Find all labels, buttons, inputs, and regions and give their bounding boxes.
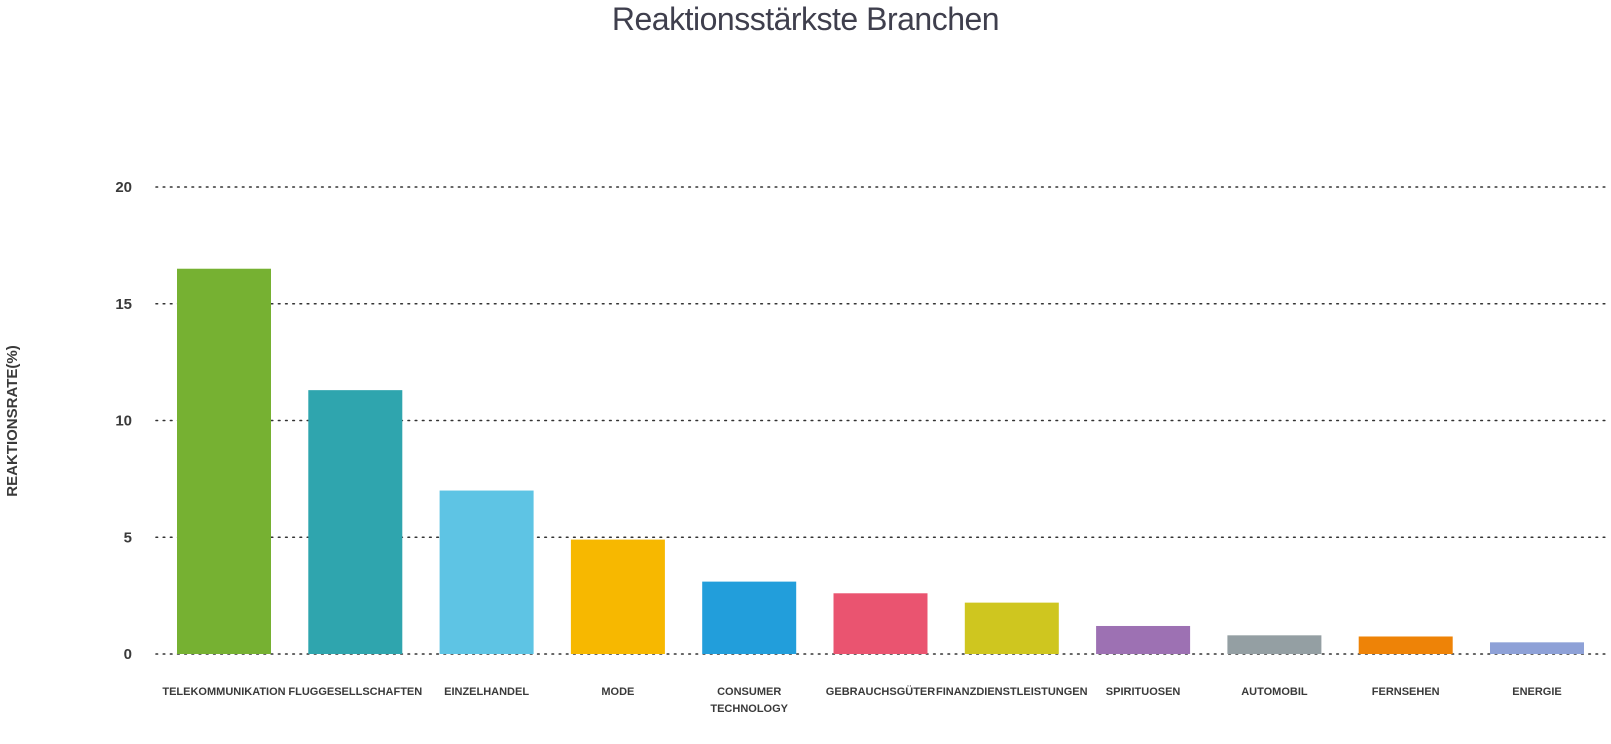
x-category-label: GEBRAUCHSGÜTER: [826, 685, 935, 698]
bar: [1490, 642, 1584, 654]
bar: [570, 539, 665, 654]
y-tick-label: 5: [124, 529, 132, 546]
x-category-label: CONSUMER TECHNOLOGY: [710, 686, 788, 715]
x-category-label: FINANZDIENSTLEISTUNGEN: [936, 686, 1088, 698]
bar: [308, 390, 403, 654]
y-tick-label: 15: [115, 296, 132, 313]
y-tick-label: 10: [115, 413, 132, 430]
bar: [439, 490, 534, 654]
x-category-label: SPIRITUOSEN: [1106, 686, 1181, 698]
x-category-label: FERNSEHEN: [1372, 686, 1440, 698]
x-category-label: TELEKOMMUNIKATION: [162, 686, 285, 698]
bar: [833, 593, 928, 654]
x-category-labels: TELEKOMMUNIKATION FLUGGESELLSCHAFTEN EINZE…: [162, 685, 1561, 715]
y-axis-title: REAKTIONSRATE(%): [4, 345, 21, 496]
x-category-label: ENERGIE: [1512, 686, 1562, 698]
y-tick-labels: 0 5 10 15 20: [115, 179, 132, 663]
bar: [1358, 636, 1453, 654]
y-tick-label: 0: [124, 646, 132, 663]
chart-title: Reaktionsstärkste Branchen: [611, 1, 1000, 37]
y-tick-label: 20: [115, 179, 132, 196]
bar: [702, 581, 797, 654]
bar: [1227, 635, 1322, 654]
x-category-label: AUTOMOBIL: [1241, 686, 1308, 698]
bars-layer: [177, 268, 1584, 654]
bar: [1096, 625, 1191, 654]
bar: [177, 268, 271, 654]
x-category-label: MODE: [601, 686, 634, 698]
bar: [964, 602, 1059, 654]
x-category-label: FLUGGESELLSCHAFTEN: [288, 686, 422, 698]
x-category-label: EINZELHANDEL: [444, 686, 529, 698]
